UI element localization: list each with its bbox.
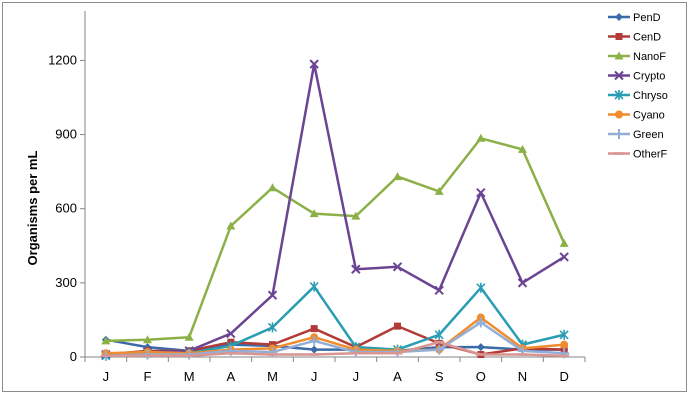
y-tick-label: 300: [55, 275, 77, 290]
series-line-cyano: [105, 316, 565, 355]
data-point-crypto: [226, 328, 236, 339]
legend-label-chryso: Chryso: [633, 90, 668, 102]
data-point-crypto-stroke: [351, 264, 361, 274]
legend: PenD CenD NanoF Crypto Chryso Cyano Green Other…: [608, 12, 668, 161]
data-point-green: [434, 344, 445, 355]
series-layer: [100, 59, 570, 361]
legend-label-cyano: Cyano: [633, 110, 665, 122]
data-point-crypto: [559, 252, 569, 262]
series-otherf: [100, 340, 570, 358]
x-tick-label: J: [311, 369, 318, 384]
legend-marker-chryso: [614, 90, 624, 100]
legend-marker-nanof: [614, 51, 624, 60]
series-nanof: [101, 133, 569, 345]
data-point-crypto-stroke: [267, 290, 278, 300]
data-point-nanof: [476, 133, 486, 142]
legend-item-otherf: OtherF: [608, 149, 668, 161]
y-axis-label: Organisms per mL: [25, 151, 40, 266]
series-line-nanof: [105, 137, 566, 343]
data-point-nanof: [559, 238, 569, 247]
data-point-crypto: [434, 285, 444, 295]
x-tick-label: D: [559, 369, 568, 384]
series-line-otherf: [105, 340, 565, 358]
legend-item-green: Green: [608, 129, 664, 141]
series-crypto: [101, 59, 569, 360]
data-point-nanof: [268, 183, 277, 192]
data-point-crypto-stroke: [434, 285, 444, 295]
data-point-chryso: [309, 281, 319, 292]
data-point-green: [309, 335, 320, 346]
data-point-crypto: [476, 187, 486, 198]
data-point-nanof: [143, 335, 152, 344]
legend-marker-cend: [615, 33, 623, 40]
legend-label-pend: PenD: [633, 12, 661, 24]
data-point-crypto-stroke: [226, 328, 236, 339]
data-point-crypto: [351, 264, 361, 274]
data-point-crypto: [267, 290, 278, 300]
data-point-crypto-stroke: [559, 252, 569, 262]
data-point-cend: [310, 325, 318, 333]
data-point-nanof: [393, 172, 402, 181]
x-tick-label: J: [103, 369, 110, 384]
data-point-crypto: [309, 59, 319, 69]
x-tick-label: A: [393, 369, 402, 384]
data-point-nanof: [226, 221, 236, 230]
data-point-nanof: [184, 332, 194, 341]
x-tick-label: F: [144, 369, 152, 384]
series-line-crypto: [105, 62, 565, 356]
x-tick-label: J: [353, 369, 360, 384]
data-point-crypto: [392, 262, 403, 272]
data-point-chryso: [559, 329, 569, 340]
legend-label-green: Green: [633, 129, 664, 141]
x-tick-label: O: [476, 369, 486, 384]
y-tick-label: 900: [55, 127, 77, 142]
data-point-crypto-stroke: [517, 278, 528, 288]
legend-label-crypto: Crypto: [633, 71, 665, 83]
legend-item-pend: PenD: [608, 12, 661, 24]
data-point-crypto: [517, 278, 528, 288]
x-tick-label: S: [435, 369, 444, 384]
data-point-green: [475, 317, 486, 328]
data-point-nanof: [101, 336, 111, 345]
data-point-chryso: [434, 329, 444, 340]
legend-marker-crypto: [614, 70, 624, 81]
legend-item-chryso: Chryso: [608, 90, 668, 102]
legend-label-otherf: OtherF: [633, 149, 668, 161]
y-tick-label: 1200: [48, 52, 77, 67]
y-tick-label: 600: [55, 201, 77, 216]
x-tick-label: N: [518, 369, 527, 384]
data-point-chryso: [476, 282, 486, 293]
legend-item-nanof: NanoF: [608, 51, 666, 63]
data-point-nanof: [518, 144, 527, 153]
data-point-cend: [394, 322, 401, 330]
x-tick-label: A: [226, 369, 235, 384]
y-tick-label: 0: [70, 349, 77, 364]
legend-label-cend: CenD: [633, 32, 661, 44]
legend-item-crypto: Crypto: [608, 71, 665, 83]
data-point-chryso: [267, 322, 278, 333]
chart-frame: [2, 2, 687, 392]
data-point-pend: [476, 343, 485, 352]
x-tick-label: M: [267, 369, 278, 384]
data-point-pend: [310, 345, 319, 354]
data-point-crypto-stroke: [476, 187, 486, 198]
data-point-crypto-stroke: [392, 262, 403, 272]
data-point-nanof: [351, 211, 361, 220]
data-point-nanof: [434, 186, 444, 195]
legend-marker-green: [614, 129, 624, 139]
legend-marker-pend: [615, 13, 623, 21]
x-tick-label: M: [184, 369, 195, 384]
data-point-nanof: [309, 209, 319, 218]
data-point-crypto-stroke: [309, 59, 319, 69]
data-point-cyano: [560, 340, 569, 349]
legend-marker-cyano: [615, 110, 623, 119]
legend-marker-crypto-stroke: [614, 70, 624, 81]
legend-item-cend: CenD: [608, 32, 661, 44]
legend-label-nanof: NanoF: [633, 51, 666, 63]
legend-item-cyano: Cyano: [608, 110, 665, 122]
